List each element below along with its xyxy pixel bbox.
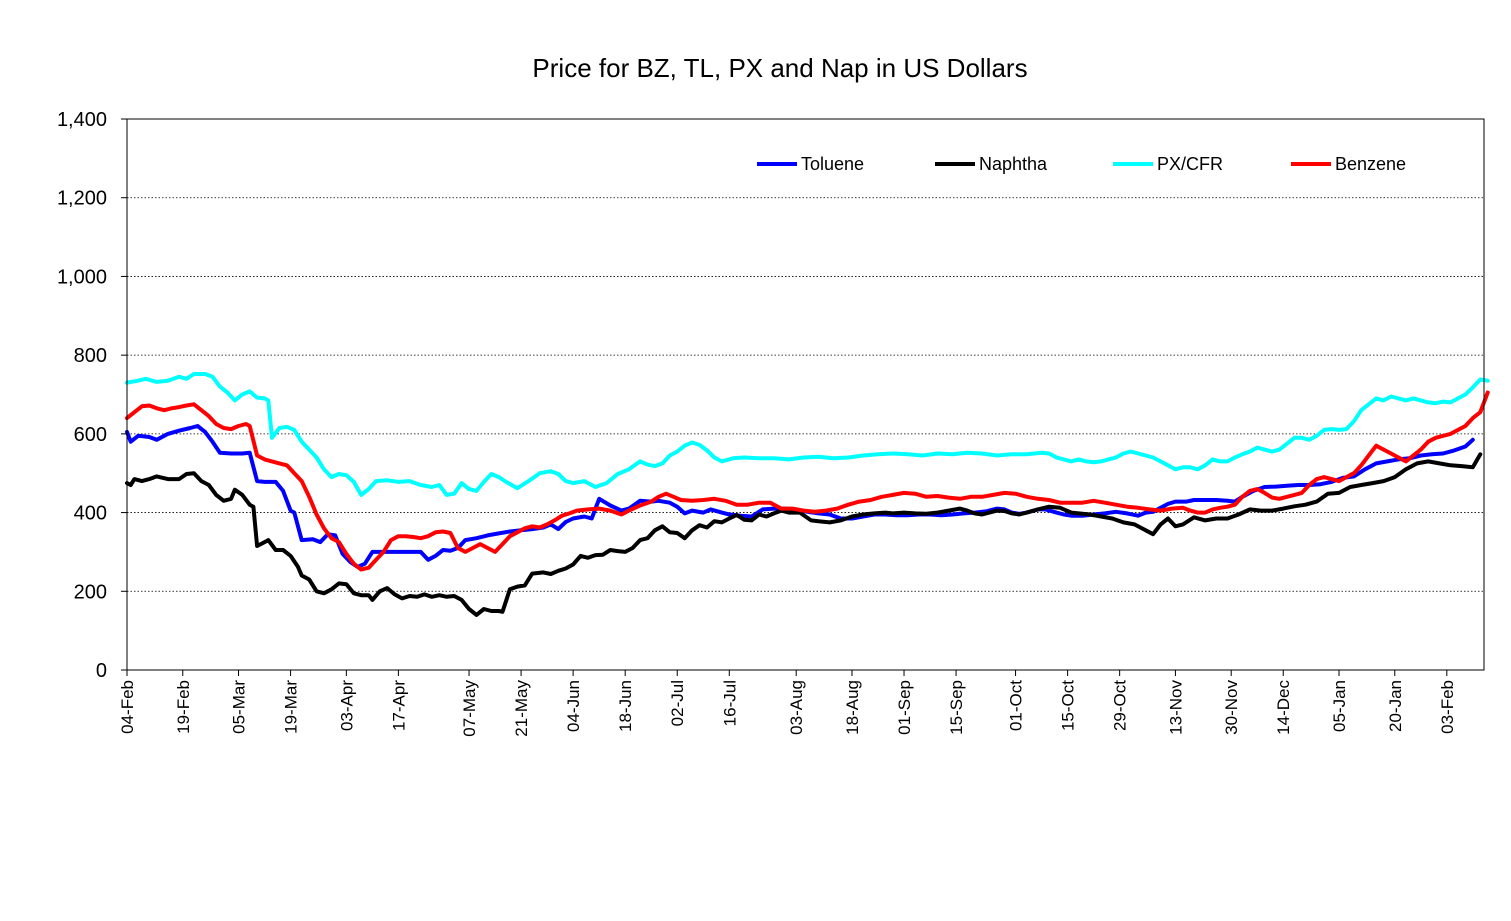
x-tick-label: 13-Nov xyxy=(1166,680,1185,735)
y-tick-label: 1,200 xyxy=(57,188,107,210)
x-tick-label: 20-Jan xyxy=(1386,680,1405,732)
x-tick-label: 01-Sep xyxy=(895,680,914,735)
x-tick-label: 18-Aug xyxy=(843,680,862,735)
series-line-px-cfr xyxy=(125,372,1490,497)
series-lines xyxy=(125,372,1490,617)
chart-title: Price for BZ, TL, PX and Nap in US Dolla… xyxy=(532,53,1027,83)
legend-label: PX/CFR xyxy=(1157,154,1223,174)
legend-label: Benzene xyxy=(1335,154,1406,174)
x-tick-label: 19-Feb xyxy=(174,680,193,734)
plot-area-frame xyxy=(126,118,1485,671)
x-tick-label: 03-Apr xyxy=(337,680,356,731)
y-tick-label: 0 xyxy=(96,660,107,682)
x-tick-label: 14-Dec xyxy=(1274,680,1293,735)
y-tick-label: 1,000 xyxy=(57,266,107,288)
y-tick-label: 200 xyxy=(74,581,107,603)
x-tick-label: 15-Oct xyxy=(1059,680,1078,731)
x-tick-label: 02-Jul xyxy=(668,680,687,726)
legend-label: Naphtha xyxy=(979,154,1048,174)
y-tick-label: 600 xyxy=(74,424,107,446)
x-tick-label: 18-Jun xyxy=(616,680,635,732)
y-tick-label: 400 xyxy=(74,503,107,525)
series-line-benzene xyxy=(125,390,1490,572)
x-tick-label: 03-Feb xyxy=(1438,680,1457,734)
x-tick-label: 19-Mar xyxy=(282,680,301,734)
series-line-naphtha xyxy=(125,452,1483,617)
x-tick-label: 05-Jan xyxy=(1330,680,1349,732)
x-tick-label: 05-Mar xyxy=(230,680,249,734)
x-axis: 04-Feb 19-Feb 05-Mar 19-Mar 03-Apr 17-Apr 07-M… xyxy=(118,670,1457,737)
x-tick-label: 04-Jun xyxy=(564,680,583,732)
legend: Toluene Naphtha PX/CFR Benzene xyxy=(757,154,1406,174)
x-tick-label: 04-Feb xyxy=(118,680,137,734)
series-line-toluene xyxy=(125,424,1475,569)
x-tick-label: 21-May xyxy=(512,680,531,737)
y-axis: 0 200 400 600 800 1,000 1,200 1,400 xyxy=(57,109,127,682)
x-tick-label: 17-Apr xyxy=(389,680,408,731)
x-tick-label: 30-Nov xyxy=(1222,680,1241,735)
legend-label: Toluene xyxy=(801,154,864,174)
x-tick-label: 03-Aug xyxy=(787,680,806,735)
gridlines xyxy=(127,197,1484,592)
x-tick-label: 15-Sep xyxy=(947,680,966,735)
y-tick-label: 800 xyxy=(74,345,107,367)
x-tick-label: 01-Oct xyxy=(1007,680,1026,731)
x-tick-label: 16-Jul xyxy=(720,680,739,726)
y-tick-label: 1,400 xyxy=(57,109,107,131)
x-tick-label: 07-May xyxy=(460,680,479,737)
x-tick-label: 29-Oct xyxy=(1111,680,1130,731)
